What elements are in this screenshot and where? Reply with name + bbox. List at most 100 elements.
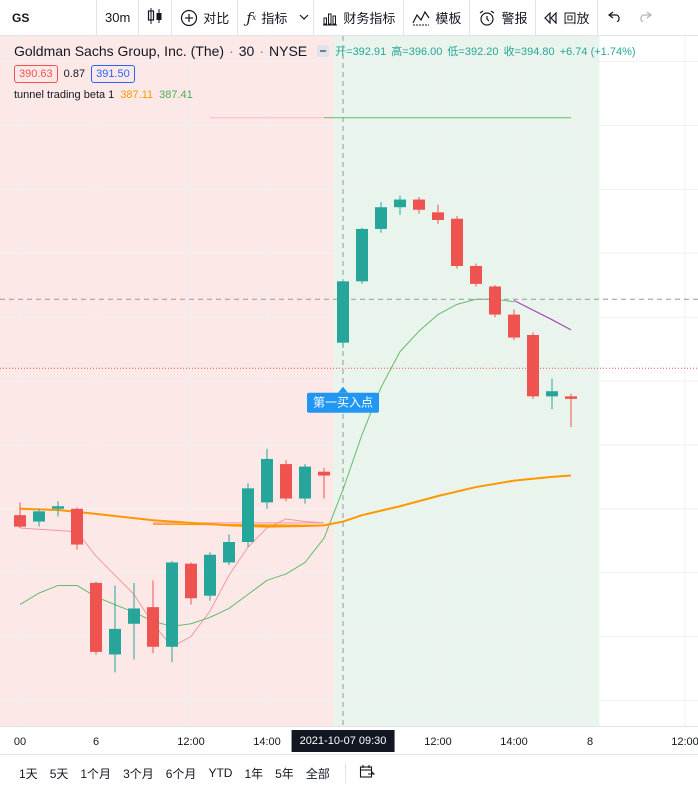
candle-body (527, 335, 539, 397)
range-5d-button[interactable]: 5天 (49, 766, 69, 781)
interval-button[interactable]: 30m (105, 10, 131, 25)
toolbar-divider (403, 0, 405, 36)
time-tick-label: 00 (13, 736, 27, 748)
candle-body (470, 266, 482, 284)
chart-pane[interactable]: 第一买入点 (0, 36, 698, 726)
toolbar-divider (313, 0, 315, 36)
candle-body (14, 515, 26, 527)
candle-body (451, 218, 463, 266)
go-to-date-button[interactable] (354, 764, 380, 783)
symbol-button[interactable]: GS (12, 10, 30, 25)
range-6m-button[interactable]: 6个月 (165, 766, 197, 781)
candle-body (223, 542, 235, 563)
templates-button[interactable]: 模板 (404, 0, 469, 36)
candle-body (565, 396, 577, 399)
toolbar-divider (535, 0, 537, 36)
range-1m-button[interactable]: 1个月 (80, 766, 112, 781)
time-tick-label: 6 (92, 736, 100, 748)
time-tick-label: 12:00 (671, 736, 698, 748)
template-icon (412, 10, 430, 26)
candle-body (242, 488, 254, 542)
candle-body (147, 607, 159, 647)
rewind-icon (544, 11, 558, 24)
high-value: 高=396.00 (391, 46, 443, 58)
indicator-value-1: 387.11 (120, 89, 154, 101)
toolbar-divider (96, 0, 97, 36)
candle-body (394, 199, 406, 208)
candle-body (128, 608, 140, 624)
annotation-label: 第一买入点 (313, 396, 373, 410)
candle-body (508, 314, 520, 338)
price-chart[interactable]: 第一买入点 (0, 36, 698, 726)
toolbar-divider (138, 0, 140, 36)
close-value: 收=394.80 (503, 46, 555, 58)
legend-interval: 30 (238, 43, 255, 59)
ask-badge[interactable]: 391.50 (91, 65, 135, 83)
redo-button[interactable] (630, 0, 660, 36)
compare-button[interactable]: 对比 (172, 0, 237, 36)
spread-value: 0.87 (63, 68, 86, 80)
change-value: +6.74 (+1.74%) (559, 46, 636, 58)
candle-body (299, 466, 311, 499)
candle-body (489, 286, 501, 315)
candles-icon (147, 7, 163, 28)
templates-label: 模板 (435, 11, 462, 26)
time-tick-label: 14:00 (253, 736, 281, 748)
candle-body (261, 458, 273, 503)
indicator-red-line (19, 518, 325, 648)
time-tick-label: 8 (586, 736, 594, 748)
candle-body (90, 582, 102, 652)
undo-button[interactable] (598, 0, 630, 36)
bid-ask-row: 390.63 0.87 391.50 (14, 65, 654, 83)
range-ytd-button[interactable]: YTD (208, 766, 233, 780)
time-tick-label: 12:00 (424, 736, 452, 748)
alerts-label: 警报 (501, 11, 528, 26)
indicator-legend[interactable]: tunnel trading beta 1 387.11 387.41 (14, 89, 654, 101)
calendar-arrow-icon (359, 764, 376, 783)
replay-button[interactable]: 回放 (536, 0, 597, 36)
range-3m-button[interactable]: 3个月 (123, 766, 154, 781)
legend-separator: · (229, 43, 234, 59)
indicators-dropdown[interactable] (295, 0, 313, 36)
range-5y-button[interactable]: 5年 (275, 766, 294, 781)
candle-body (166, 562, 178, 647)
symbol-title: Goldman Sachs Group, Inc. (The) (14, 43, 225, 59)
chevron-down-icon (299, 10, 309, 25)
time-tick-label: 14:00 (500, 736, 528, 748)
legend-separator: · (259, 43, 265, 59)
alerts-button[interactable]: 警报 (470, 0, 535, 36)
financials-button[interactable]: 财务指标 (314, 0, 403, 36)
toolbar-divider (469, 0, 471, 36)
candle-body (375, 207, 387, 229)
range-1d-button[interactable]: 1天 (19, 766, 38, 781)
candle-body (280, 464, 292, 499)
indicator-purple-line (513, 299, 572, 331)
candle-body (33, 511, 45, 522)
bar-chart-icon (322, 10, 338, 26)
indicator-value-2: 387.41 (159, 89, 193, 101)
indicator-orange-line (19, 474, 572, 528)
bid-badge[interactable]: 390.63 (14, 65, 58, 83)
time-axis[interactable]: 00 6 12:00 14:00 12:00 14:00 8 12:00 2021-10-07 … (0, 726, 698, 754)
series-legend[interactable]: Goldman Sachs Group, Inc. (The) · 30 · N… (14, 42, 654, 60)
candle-body (337, 281, 349, 343)
indicator-green-line (19, 298, 515, 627)
collapse-legend-button[interactable] (317, 45, 330, 57)
plus-circle-icon (180, 9, 198, 27)
candle-body (185, 563, 197, 599)
toolbar-divider (237, 0, 239, 36)
toolbar-divider (597, 0, 599, 36)
open-value: 开=392.91 (335, 46, 387, 58)
time-tick-label: 12:00 (177, 736, 205, 748)
chart-style-button[interactable] (139, 0, 171, 36)
range-all-button[interactable]: 全部 (305, 766, 330, 781)
candle-body (52, 506, 64, 509)
range-1y-button[interactable]: 1年 (244, 766, 264, 781)
redo-icon (638, 10, 653, 25)
crosshair-time-label: 2021-10-07 09:30 (291, 730, 395, 752)
candle-body (356, 228, 368, 282)
bottom-toolbar: 1天 5天 1个月 3个月 6个月 YTD 1年 5年 全部 (0, 754, 698, 791)
